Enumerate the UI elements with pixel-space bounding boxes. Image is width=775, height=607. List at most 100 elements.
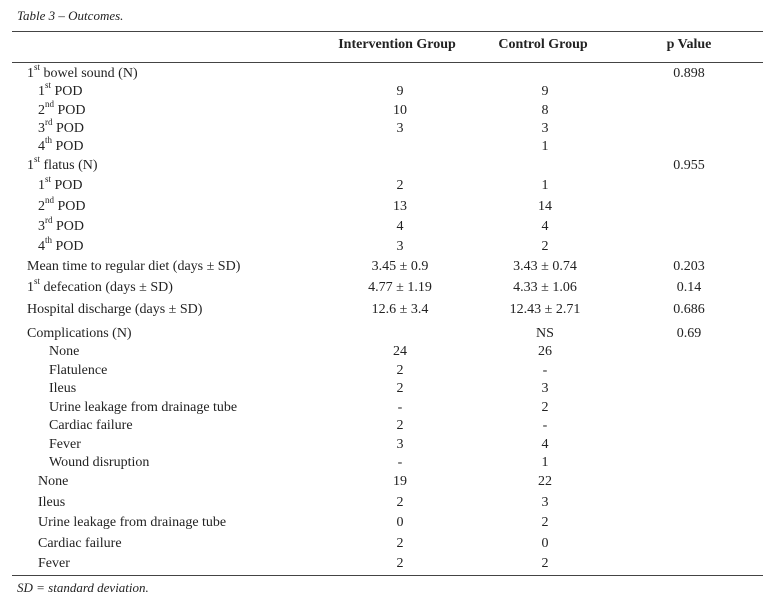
- header-control: Control Group: [498, 37, 588, 52]
- control-value: 1: [541, 139, 549, 154]
- row-label: Cardiac failure: [38, 535, 122, 553]
- row-label-prefix: 1: [27, 280, 34, 295]
- table-row: Wound disruption - 1: [0, 454, 775, 472]
- p-value: 0.203: [673, 259, 705, 274]
- control-value: 2: [541, 239, 549, 254]
- row-label-prefix: 1: [38, 84, 45, 99]
- row-label-prefix: 2: [38, 103, 45, 118]
- intervention-value: 2: [396, 178, 404, 193]
- row-label: Complications (N): [27, 325, 132, 343]
- control-value: 14: [538, 199, 552, 214]
- intervention-value: 2: [396, 418, 404, 433]
- row-label-prefix: Urine leakage from drainage tube: [49, 400, 238, 415]
- row-label-prefix: Cardiac failure: [49, 418, 133, 433]
- row-label: None: [38, 473, 68, 491]
- control-value: 1: [541, 455, 549, 470]
- intervention-value: -: [397, 455, 403, 470]
- row-label-prefix: 2: [38, 199, 45, 214]
- row-label: Flatulence: [49, 362, 107, 380]
- row-label: Hospital discharge (days ± SD): [27, 301, 202, 319]
- table-row: 1st POD 2 1: [0, 175, 775, 195]
- row-label: Ileus: [38, 494, 65, 512]
- control-value: 22: [538, 474, 552, 489]
- p-value: 0.955: [673, 158, 705, 173]
- row-label-suffix: POD: [51, 178, 83, 193]
- row-label-prefix: 1: [27, 158, 34, 173]
- row-label-suffix: POD: [52, 219, 85, 234]
- control-value: 8: [541, 103, 549, 118]
- table-row: None 19 22: [0, 473, 775, 491]
- row-label-prefix: 1: [38, 178, 45, 193]
- control-value: 3.43 ± 0.74: [513, 259, 577, 274]
- row-label-suffix: POD: [52, 121, 85, 136]
- control-value: 2: [541, 515, 549, 530]
- table-row: Urine leakage from drainage tube - 2: [0, 399, 775, 417]
- table-caption: Table 3 – Outcomes.: [17, 8, 124, 23]
- row-label-sup: rd: [45, 215, 53, 226]
- row-label: 2nd POD: [38, 196, 86, 216]
- table-row: 2nd POD 10 8: [0, 99, 775, 120]
- table-row: 4th POD 1: [0, 136, 775, 156]
- row-label-prefix: Fever: [38, 556, 70, 571]
- intervention-value: 2: [396, 536, 404, 551]
- p-value: 0.14: [676, 280, 702, 295]
- row-label: 4th POD: [38, 235, 84, 256]
- intervention-value: 3.45 ± 0.9: [371, 259, 429, 274]
- row-label-suffix: flatus (N): [40, 158, 98, 173]
- row-label: 3rd POD: [38, 118, 85, 138]
- row-label: 1st POD: [38, 81, 83, 101]
- row-label-prefix: 1: [27, 66, 34, 81]
- row-label: 1st bowel sound (N): [27, 62, 138, 83]
- intervention-value: 12.6 ± 3.4: [371, 302, 429, 317]
- table-row: 1st POD 9 9: [0, 81, 775, 101]
- row-label: Wound disruption: [49, 454, 149, 472]
- intervention-value: 3: [396, 239, 404, 254]
- row-label-sup: st: [34, 62, 41, 73]
- row-label: None: [49, 343, 79, 361]
- intervention-value: 3: [396, 437, 404, 452]
- intervention-value: 13: [393, 199, 407, 214]
- table-row: 1st defecation (days ± SD) 4.77 ± 1.19 4…: [0, 277, 775, 297]
- intervention-value: 9: [396, 84, 404, 99]
- row-label: 1st defecation (days ± SD): [27, 277, 173, 297]
- row-label-sup: st: [34, 154, 41, 165]
- table-row: 2nd POD 13 14: [0, 196, 775, 216]
- control-value: 4.33 ± 1.06: [513, 280, 577, 295]
- table-row: 3rd POD 3 3: [0, 118, 775, 138]
- control-value: 2: [541, 556, 549, 571]
- row-label: Urine leakage from drainage tube: [49, 399, 237, 417]
- row-label-suffix: bowel sound (N): [40, 66, 138, 81]
- row-label-prefix: Hospital discharge (days ± SD): [27, 302, 203, 317]
- p-value: 0.686: [673, 302, 705, 317]
- top-rule: [12, 31, 763, 32]
- table-row: Complications (N) NS 0.69: [0, 325, 775, 343]
- row-label-prefix: None: [49, 344, 80, 359]
- row-label-suffix: POD: [54, 103, 86, 118]
- intervention-value: 0: [396, 515, 404, 530]
- row-label-prefix: Ileus: [38, 495, 66, 510]
- row-label-prefix: Ileus: [49, 381, 77, 396]
- table-row: Ileus 2 3: [0, 380, 775, 398]
- control-value: 26: [538, 344, 552, 359]
- intervention-value: 2: [396, 495, 404, 510]
- table-row: None 24 26: [0, 343, 775, 361]
- row-label: 2nd POD: [38, 99, 86, 120]
- intervention-value: 10: [393, 103, 407, 118]
- control-value: 3: [541, 381, 549, 396]
- row-label: 1st POD: [38, 175, 83, 195]
- row-label: Ileus: [49, 380, 76, 398]
- row-label-sup: th: [45, 235, 53, 246]
- row-label: Cardiac failure: [49, 417, 133, 435]
- row-label-suffix: POD: [52, 239, 84, 254]
- row-label-sup: nd: [45, 99, 54, 110]
- table-row: Fever 2 2: [0, 555, 775, 573]
- table-row: Cardiac failure 2 0: [0, 535, 775, 553]
- header-p-value: p Value: [666, 37, 712, 52]
- control-value: 1: [541, 178, 549, 193]
- intervention-value: 2: [396, 556, 404, 571]
- row-label-prefix: 3: [38, 219, 45, 234]
- intervention-value: 24: [393, 344, 407, 359]
- row-label-prefix: None: [38, 474, 69, 489]
- table-row: Fever 3 4: [0, 436, 775, 454]
- control-value: 3: [541, 495, 549, 510]
